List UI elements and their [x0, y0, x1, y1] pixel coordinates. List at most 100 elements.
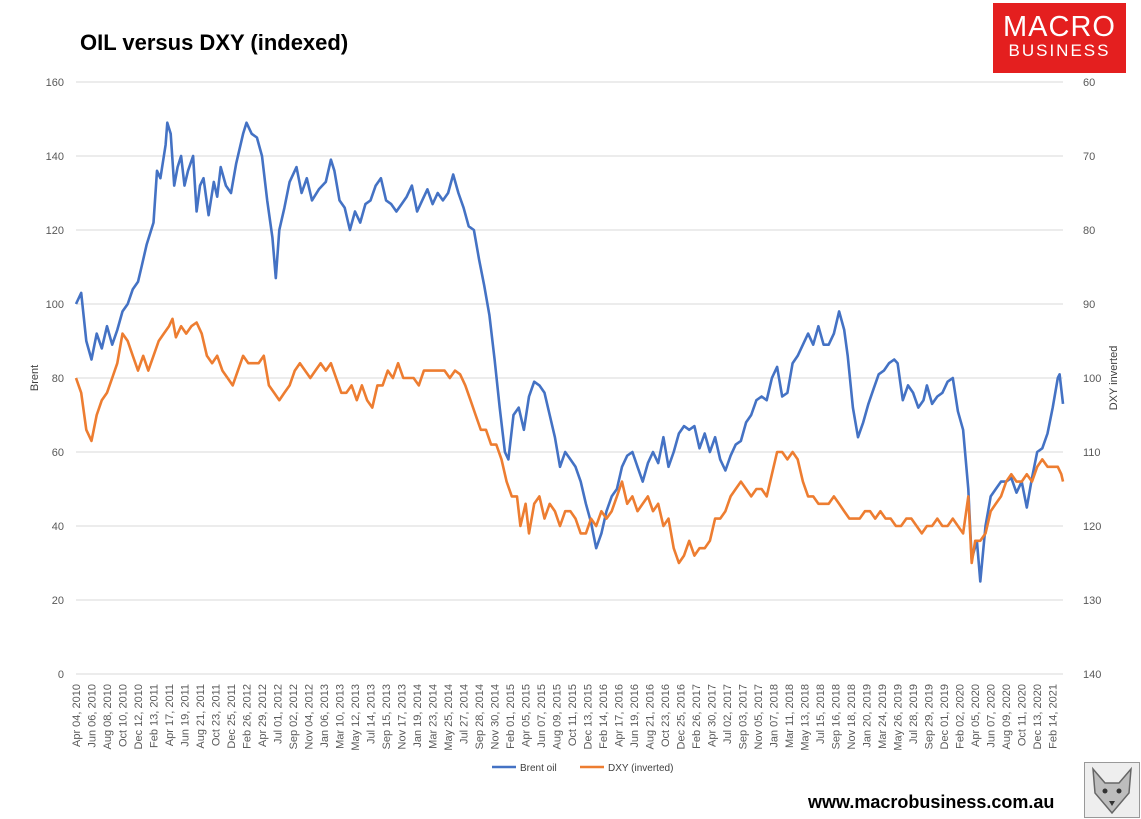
x-tick-label: Mar 10, 2013: [335, 684, 347, 749]
x-tick-label: Dec 25, 2011: [226, 684, 238, 749]
legend: Brent oil DXY (inverted): [492, 763, 673, 774]
x-tick-label: Oct 10, 2010: [118, 684, 130, 747]
x-tick-label: Sep 28, 2014: [474, 684, 486, 749]
x-tick-label: Aug 21, 2011: [195, 684, 207, 749]
x-tick-label: Apr 17, 2011: [164, 684, 176, 746]
y-right-tick-label: 80: [1083, 225, 1095, 237]
x-tick-label: Jan 06, 2013: [319, 684, 331, 748]
x-tick-label: Jul 01, 2012: [273, 684, 285, 744]
x-tick-label: Mar 23, 2014: [428, 684, 440, 749]
chart-title: OIL versus DXY (indexed): [80, 30, 349, 55]
x-tick-label: Oct 11, 2020: [1017, 684, 1029, 746]
x-tick-label: Jul 02, 2017: [722, 684, 734, 744]
left-axis-ticks: 0 20 40 60 80 100 120 140 160: [46, 77, 64, 681]
logo-line-macro: MACRO: [1003, 11, 1116, 43]
x-tick-label: Feb 01, 2015: [505, 684, 517, 749]
x-tick-label: Apr 04, 2010: [71, 684, 83, 747]
x-tick-label: Apr 05, 2020: [970, 684, 982, 747]
y-left-tick-label: 60: [52, 447, 64, 459]
x-tick-label: Aug 08, 2010: [102, 684, 114, 749]
x-tick-label: Dec 13, 2015: [583, 684, 595, 749]
x-tick-label: Sep 03, 2017: [738, 684, 750, 749]
x-tick-label: Aug 09, 2020: [1001, 684, 1013, 749]
x-tick-label: Dec 25, 2016: [676, 684, 688, 749]
x-tick-label: Nov 30, 2014: [490, 684, 502, 749]
x-tick-label: Apr 29, 2012: [257, 684, 269, 747]
x-tick-label: Feb 26, 2012: [242, 684, 254, 749]
macrobusiness-logo: MACRO BUSINESS: [993, 3, 1126, 73]
x-tick-label: Mar 11, 2018: [784, 684, 796, 748]
x-tick-label: May 25, 2014: [443, 684, 455, 751]
x-tick-label: May 12, 2013: [350, 684, 362, 751]
x-tick-label: Jul 27, 2014: [459, 684, 471, 744]
y-right-tick-label: 120: [1083, 521, 1101, 533]
x-tick-label: Dec 13, 2020: [1032, 684, 1044, 749]
fox-logo-icon: [1084, 762, 1140, 818]
y-left-tick-label: 120: [46, 225, 64, 237]
x-tick-label: Apr 17, 2016: [614, 684, 626, 747]
x-tick-label: Nov 17, 2013: [397, 684, 409, 749]
x-tick-label: Oct 11, 2015: [567, 684, 579, 746]
x-tick-label: Jul 14, 2013: [366, 684, 378, 744]
x-tick-label: Jul 28, 2019: [908, 684, 920, 744]
y-left-tick-label: 160: [46, 77, 64, 89]
y-left-tick-label: 0: [58, 669, 64, 681]
x-tick-label: Oct 23, 2011: [211, 684, 223, 746]
y-left-tick-label: 100: [46, 299, 64, 311]
x-tick-label: Jun 07, 2020: [986, 684, 998, 748]
x-tick-label: Apr 05, 2015: [521, 684, 533, 747]
y-right-tick-label: 100: [1083, 373, 1101, 385]
y-left-tick-label: 40: [52, 521, 64, 533]
x-tick-label: Nov 18, 2018: [846, 684, 858, 749]
x-tick-label: Aug 21, 2016: [645, 684, 657, 749]
y-axis-left-label: Brent: [29, 365, 41, 391]
x-tick-label: Aug 09, 2015: [552, 684, 564, 749]
series-line-dxy-inverted: [74, 317, 1065, 565]
x-tick-label: Sep 15, 2013: [381, 684, 393, 749]
y-right-tick-label: 70: [1083, 151, 1095, 163]
y-left-tick-label: 140: [46, 151, 64, 163]
right-axis-ticks: 140 130 120 110 100 90 80 70 60: [1083, 77, 1101, 681]
y-right-tick-label: 140: [1083, 669, 1101, 681]
x-tick-label: Sep 02, 2012: [288, 684, 300, 749]
x-tick-label: Feb 13, 2011: [149, 684, 161, 748]
x-tick-label: Jan 07, 2018: [769, 684, 781, 748]
x-tick-label: Feb 14, 2021: [1048, 684, 1060, 749]
x-tick-label: Jan 20, 2019: [862, 684, 874, 748]
logo-line-business: BUSINESS: [1008, 41, 1111, 60]
x-tick-label: Nov 05, 2017: [753, 684, 765, 749]
y-right-tick-label: 60: [1083, 77, 1095, 89]
x-tick-label: Mar 24, 2019: [877, 684, 889, 749]
site-url: www.macrobusiness.com.au: [808, 792, 1055, 812]
y-left-tick-label: 80: [52, 373, 64, 385]
y-axis-right-label: DXY inverted: [1108, 346, 1120, 411]
x-tick-label: Jan 19, 2014: [412, 684, 424, 748]
y-right-tick-label: 130: [1083, 595, 1101, 607]
legend-label: DXY (inverted): [608, 763, 673, 774]
x-tick-label: Oct 23, 2016: [660, 684, 672, 747]
x-axis-ticks: Apr 04, 2010 Jun 06, 2010 Aug 08, 2010 Oct …: [71, 684, 1060, 751]
x-tick-label: Dec 12, 2010: [133, 684, 145, 749]
y-right-tick-label: 90: [1083, 299, 1095, 311]
x-tick-label: May 13, 2018: [800, 684, 812, 751]
x-tick-label: Jun 19, 2011: [180, 684, 192, 747]
x-tick-label: Feb 02, 2020: [955, 684, 967, 749]
x-tick-label: Apr 30, 2017: [707, 684, 719, 747]
x-tick-label: Dec 01, 2019: [939, 684, 951, 749]
x-tick-label: Nov 04, 2012: [304, 684, 316, 749]
legend-label: Brent oil: [520, 763, 557, 774]
x-tick-label: Jun 19, 2016: [629, 684, 641, 748]
x-tick-label: Jun 06, 2010: [87, 684, 99, 748]
series-lines: [74, 121, 1065, 583]
x-tick-label: Jun 07, 2015: [536, 684, 548, 748]
x-tick-label: Sep 29, 2019: [924, 684, 936, 749]
gridlines: [76, 81, 1063, 675]
series-line-brent-oil: [74, 121, 1065, 583]
y-left-tick-label: 20: [52, 595, 64, 607]
x-tick-label: Sep 16, 2018: [831, 684, 843, 749]
y-right-tick-label: 110: [1083, 447, 1101, 459]
x-tick-label: Feb 26, 2017: [691, 684, 703, 749]
x-tick-label: Feb 14, 2016: [598, 684, 610, 749]
x-tick-label: May 26, 2019: [893, 684, 905, 751]
